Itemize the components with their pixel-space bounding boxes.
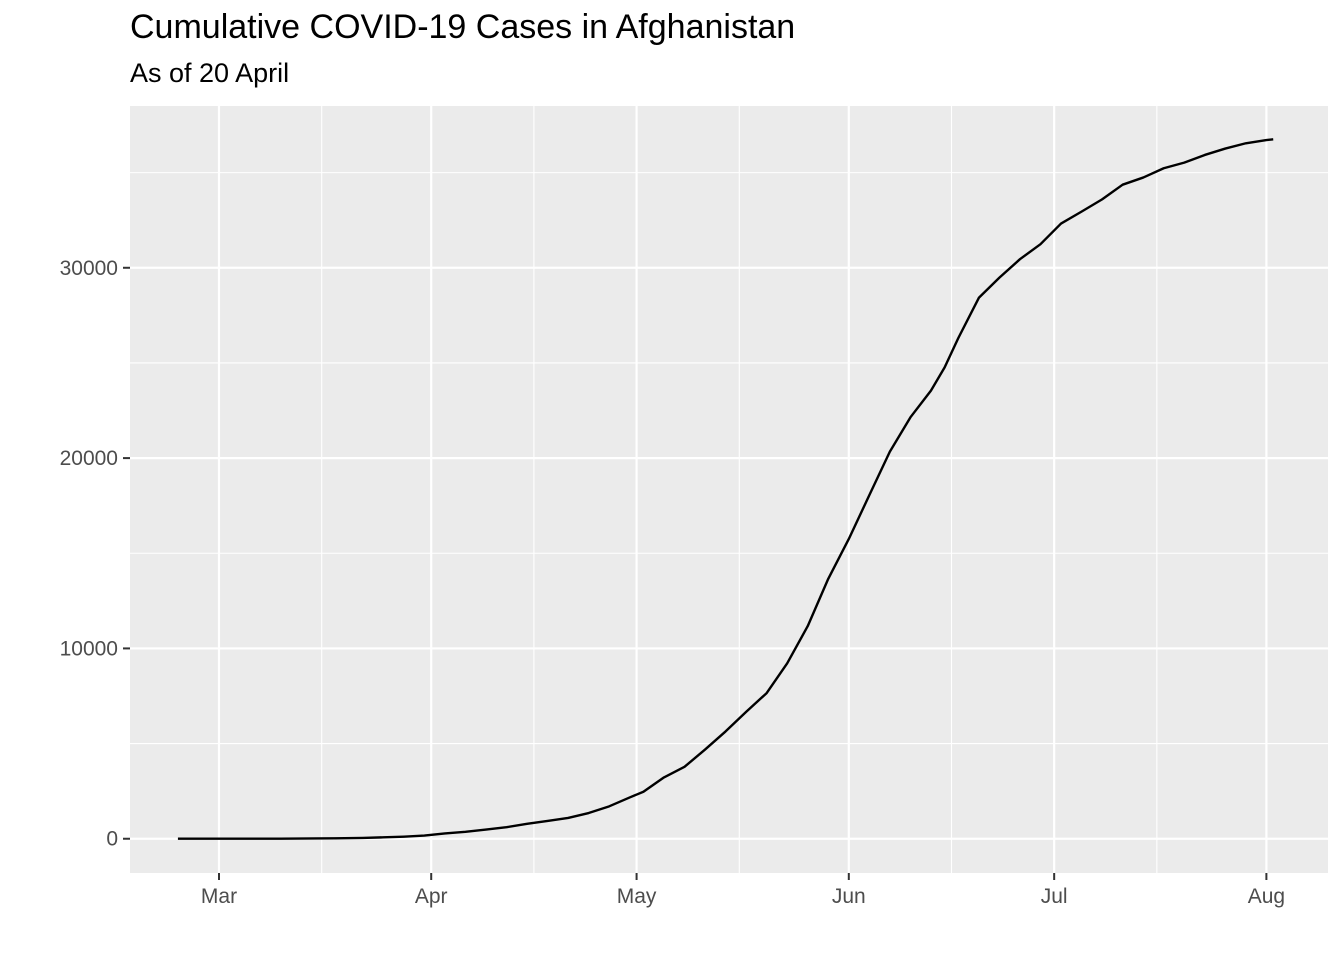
x-tick-label: Mar: [201, 885, 237, 908]
chart-subtitle: As of 20 April: [130, 58, 290, 88]
x-tick-label: Jul: [1041, 885, 1068, 908]
x-tick-label: Jun: [832, 885, 866, 908]
plot-panel: [130, 106, 1328, 873]
x-tick-label: Aug: [1248, 885, 1285, 908]
major-gridlines: [130, 106, 1328, 873]
y-tick-label: 0: [106, 828, 118, 851]
chart-title: Cumulative COVID-19 Cases in Afghanistan: [130, 8, 796, 46]
y-tick-label: 20000: [60, 447, 118, 470]
y-axis: 0 10000 20000 30000: [60, 257, 130, 851]
minor-gridlines: [130, 106, 1328, 873]
x-tick-label: May: [617, 885, 657, 908]
x-tick-label: Apr: [415, 885, 448, 908]
series-line: [177, 138, 1274, 840]
series-layer: [177, 138, 1274, 840]
y-tick-label: 30000: [60, 257, 118, 280]
y-tick-label: 10000: [60, 637, 118, 660]
x-axis: Mar Apr May Jun Jul Aug: [201, 873, 1285, 908]
